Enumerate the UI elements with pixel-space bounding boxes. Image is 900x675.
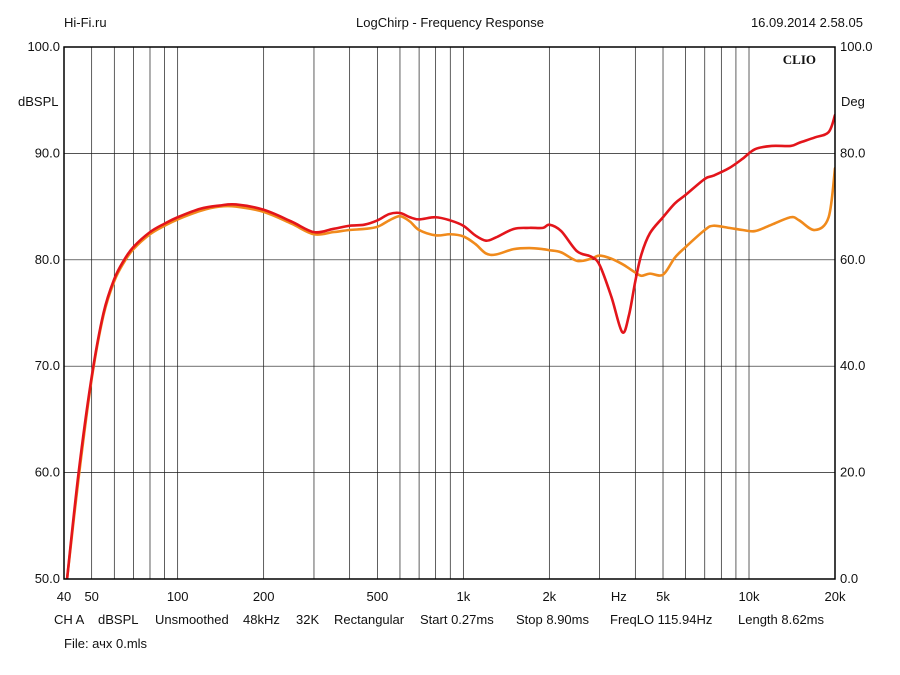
y-tick-label-right: 20.0: [840, 465, 865, 480]
clio-brand-label: CLIO: [783, 52, 816, 67]
series-line-orange: [65, 167, 835, 579]
y-tick-label-left: 70.0: [35, 358, 60, 373]
y-tick-label-left: 60.0: [35, 465, 60, 480]
footer-window: Rectangular: [334, 612, 405, 627]
footer-freq-lo: FreqLO 115.94Hz: [610, 612, 713, 627]
y-tick-label-right: 100.0: [840, 39, 873, 54]
footer-fft-size: 32K: [296, 612, 320, 627]
footer-stop: Stop 8.90ms: [516, 612, 589, 627]
y-tick-label-right: 80.0: [840, 145, 865, 160]
x-tick-label: Hz: [611, 589, 627, 604]
header-left-brand: Hi-Fi.ru: [64, 15, 107, 30]
footer-sample-rate: 48kHz: [243, 612, 280, 627]
y-tick-label-left: 90.0: [35, 145, 60, 160]
x-tick-label: 2k: [542, 589, 556, 604]
y-tick-label-left: 80.0: [35, 252, 60, 267]
x-tick-label: 1k: [456, 589, 470, 604]
x-tick-label: 20k: [825, 589, 846, 604]
x-tick-label: 100: [167, 589, 189, 604]
footer-unit: dBSPL: [98, 612, 139, 627]
x-tick-label: 10k: [739, 589, 760, 604]
footer-smoothing: Unsmoothed: [155, 612, 229, 627]
y-tick-label-left: 50.0: [35, 571, 60, 586]
y-tick-label-right: 0.0: [840, 571, 858, 586]
footer-file: File: ачх 0.mls: [64, 636, 148, 651]
plot-frame: [63, 46, 836, 580]
footer-start: Start 0.27ms: [420, 612, 494, 627]
x-tick-label: 500: [366, 589, 388, 604]
x-tick-label: 50: [84, 589, 98, 604]
x-tick-label: 200: [253, 589, 275, 604]
label-layer: 50.0 60.0 70.0 80.0 90.0 100.0 0.0 20.0 40.0 60.0…: [27, 39, 872, 604]
y-axis-left-label: dBSPL: [18, 94, 58, 109]
header-timestamp: 16.09.2014 2.58.05: [750, 15, 863, 30]
x-tick-label: 40: [57, 589, 71, 604]
y-tick-label-left: 100.0: [27, 39, 60, 54]
y-tick-label-right: 60.0: [840, 252, 865, 267]
grid-layer: [64, 47, 835, 579]
x-tick-label: 5k: [656, 589, 670, 604]
footer-length: Length 8.62ms: [738, 612, 825, 627]
chart-title: LogChirp - Frequency Response: [356, 15, 544, 30]
footer-channel: CH A: [54, 612, 85, 627]
series-line-red: [65, 113, 835, 579]
y-tick-label-right: 40.0: [840, 358, 865, 373]
series-layer: [65, 113, 835, 579]
y-axis-right-label: Deg: [841, 94, 865, 109]
